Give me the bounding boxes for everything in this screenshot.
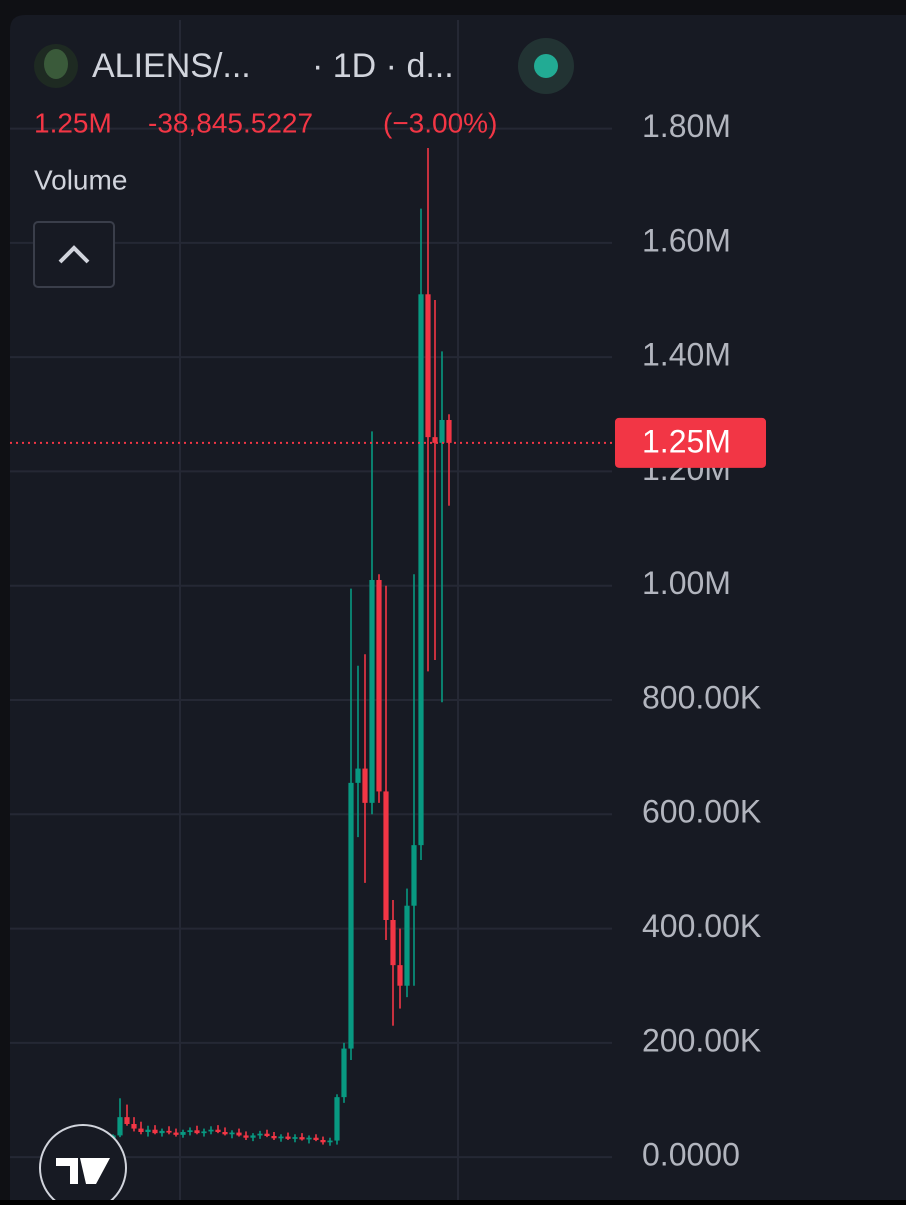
candle-body bbox=[369, 580, 375, 803]
candle-body bbox=[299, 1137, 305, 1140]
y-tick-label: 1.40M bbox=[642, 337, 731, 373]
candle-body bbox=[348, 782, 354, 1049]
candle-body bbox=[334, 1097, 340, 1141]
candle-body bbox=[306, 1137, 312, 1140]
chevron bbox=[58, 245, 90, 264]
legend: ALIENS/... · 1D · d... 1.25M -38,845.522… bbox=[33, 38, 574, 288]
y-tick-label: 1.80M bbox=[642, 108, 731, 144]
candle-body bbox=[355, 768, 361, 783]
candle-body bbox=[222, 1132, 228, 1135]
last-price: 1.25M bbox=[34, 107, 112, 138]
y-tick-label: 200.00K bbox=[642, 1022, 761, 1058]
candle-body bbox=[159, 1130, 165, 1134]
candle-body bbox=[173, 1132, 179, 1135]
candle-body bbox=[327, 1140, 333, 1143]
change-pct: (−3.00%) bbox=[383, 107, 497, 138]
y-tick-label: 800.00K bbox=[642, 679, 761, 715]
candle-body bbox=[313, 1137, 319, 1140]
candle-body bbox=[285, 1136, 291, 1139]
status-dot bbox=[534, 54, 558, 78]
y-tick-label: 1.60M bbox=[642, 222, 731, 258]
candle-body bbox=[320, 1140, 326, 1143]
candle-body bbox=[208, 1129, 214, 1132]
candle-body bbox=[432, 437, 438, 443]
candle-body bbox=[376, 580, 382, 792]
candle-body bbox=[250, 1135, 256, 1138]
candle-body bbox=[201, 1131, 207, 1134]
candle-body bbox=[341, 1048, 347, 1098]
candle-body bbox=[152, 1129, 158, 1134]
tv-logo[interactable] bbox=[39, 1124, 127, 1205]
candle-body bbox=[145, 1129, 151, 1132]
y-tick-label: 600.00K bbox=[642, 794, 761, 830]
change: -38,845.5227 bbox=[148, 107, 313, 138]
candle-body bbox=[236, 1132, 242, 1136]
candle-body bbox=[362, 768, 368, 803]
candle-body bbox=[243, 1135, 249, 1138]
y-tick-label: 1.00M bbox=[642, 565, 731, 601]
candle-body bbox=[418, 294, 424, 846]
candle-body bbox=[194, 1130, 200, 1134]
y-tick-label: 400.00K bbox=[642, 908, 761, 944]
candle-body bbox=[131, 1124, 137, 1129]
candle-body bbox=[439, 420, 445, 443]
candle-body bbox=[257, 1133, 263, 1136]
candle-body bbox=[278, 1136, 284, 1139]
candle-body bbox=[425, 294, 431, 438]
plot: 1.80M1.60M1.40M1.20M1.00M800.00K600.00K4… bbox=[10, 20, 766, 1200]
candle-body bbox=[390, 920, 396, 966]
price-label: 1.25M bbox=[642, 423, 731, 459]
candle-body bbox=[229, 1132, 235, 1135]
symbol[interactable]: ALIENS/... bbox=[92, 47, 251, 85]
candle-body bbox=[383, 791, 389, 920]
interval[interactable]: · 1D · d... bbox=[312, 47, 454, 85]
candle-body bbox=[117, 1117, 123, 1136]
candle-body bbox=[404, 905, 410, 986]
logo-mark bbox=[56, 1158, 110, 1184]
candle-body bbox=[397, 965, 403, 986]
candle-body bbox=[166, 1130, 172, 1133]
candle-body bbox=[292, 1137, 298, 1139]
candle-body bbox=[124, 1117, 130, 1124]
candle-body bbox=[138, 1128, 144, 1132]
candle-body bbox=[187, 1130, 193, 1132]
candle-body bbox=[264, 1133, 270, 1136]
candle-body bbox=[411, 845, 417, 906]
price-label-box bbox=[615, 417, 766, 468]
candle-body bbox=[446, 420, 452, 443]
candle-body bbox=[180, 1132, 186, 1135]
candle-body bbox=[215, 1129, 221, 1132]
collapse-button[interactable] bbox=[33, 221, 115, 288]
y-tick-label: 0.0000 bbox=[642, 1137, 740, 1173]
symbol-icon-face bbox=[44, 49, 68, 79]
indicator[interactable]: Volume bbox=[34, 164, 127, 195]
candle-body bbox=[271, 1136, 277, 1139]
